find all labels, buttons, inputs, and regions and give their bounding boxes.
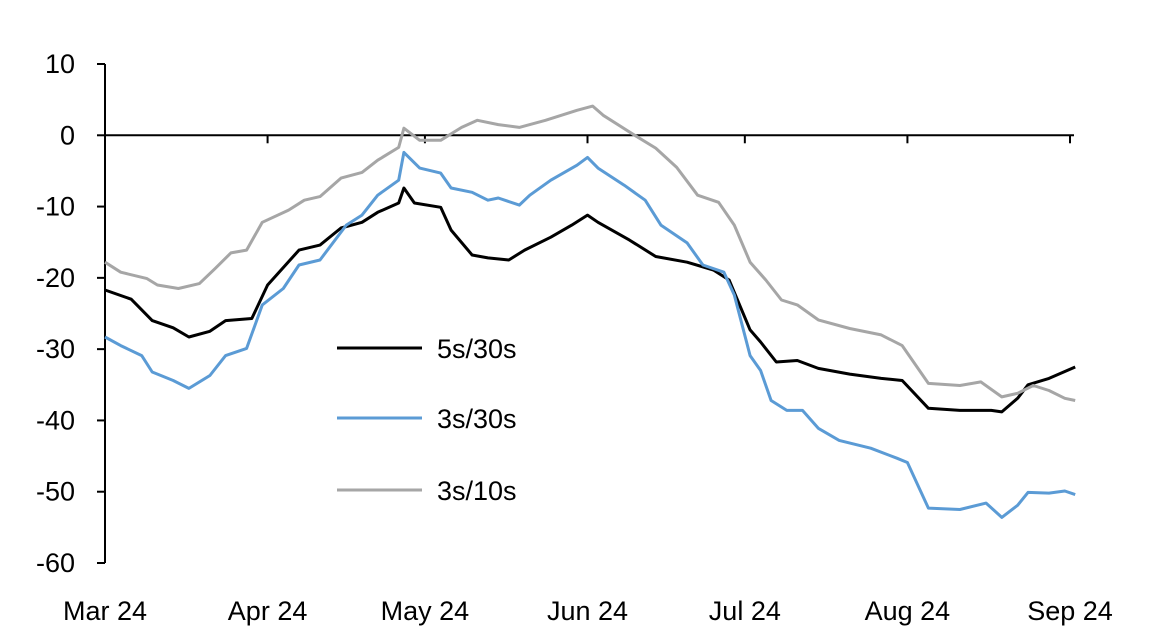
y-tick-label: -50 <box>36 477 75 507</box>
series-line-3s-30s <box>104 150 1076 519</box>
x-tick-label: Jul 24 <box>709 596 781 626</box>
legend-label: 3s/30s <box>437 404 517 434</box>
x-tick-label: May 24 <box>381 596 470 626</box>
series-line-3s-10s <box>104 104 1076 402</box>
x-tick-label: Sep 24 <box>1027 596 1113 626</box>
x-tick-label: Jun 24 <box>547 596 628 626</box>
y-tick-label: -60 <box>36 548 75 578</box>
legend: 5s/30s 3s/30s 3s/10s <box>337 334 517 506</box>
x-tick-label: Aug 24 <box>865 596 951 626</box>
legend-label: 3s/10s <box>437 476 517 506</box>
y-tick-label: -10 <box>36 192 75 222</box>
y-tick-label: 10 <box>45 49 75 79</box>
y-tick-label: -30 <box>36 334 75 364</box>
y-tick-label: -40 <box>36 405 75 435</box>
y-tick-label: -20 <box>36 263 75 293</box>
axes: 10 0 -10 -20 -30 -40 -50 -60 Mar 24 Apr 24 May 24 J… <box>36 49 1113 626</box>
y-tick-label: 0 <box>60 120 75 150</box>
x-tick-label: Mar 24 <box>63 596 147 626</box>
series-lines <box>104 104 1076 519</box>
x-tick-label: Apr 24 <box>228 596 308 626</box>
legend-label: 5s/30s <box>437 334 517 364</box>
series-line-5s-30s <box>104 186 1076 414</box>
